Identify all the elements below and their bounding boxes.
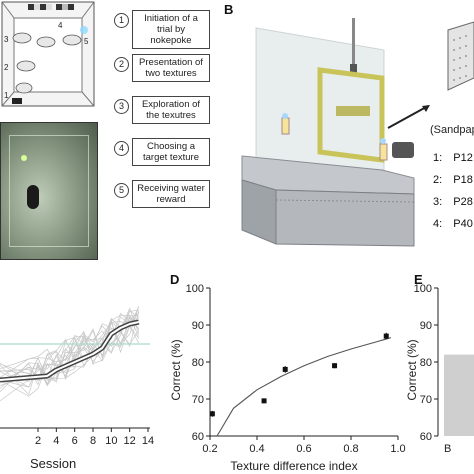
step-1: 1 Initiation of a trial by nokepoke: [114, 10, 210, 49]
individual-curve: [0, 316, 140, 379]
fit-curve: [216, 337, 392, 437]
sandpaper-item-1: 1: P12: [433, 152, 473, 164]
sandpaper-item-4: 4: P40: [433, 218, 473, 230]
step-number: 5: [114, 183, 129, 198]
step-number: 3: [114, 99, 129, 114]
x-tick-label: 0.2: [202, 443, 217, 455]
mean-curve: [0, 321, 140, 381]
texture-correct-chart: 60 70 80 90 100 0.2 0.4 0.6 0.8 1.0 Texture diffe…: [169, 283, 406, 473]
svg-text:1: 1: [4, 91, 9, 100]
x-tick-label: 4: [53, 435, 59, 447]
individual-curve: [0, 312, 139, 392]
mouse-icon: [27, 185, 39, 209]
svg-text:3: 3: [4, 35, 9, 44]
panel-letter-b: B: [224, 2, 234, 17]
x-tick-label: 6: [72, 435, 78, 447]
x-tick-label: 1.0: [390, 443, 405, 455]
x-tick-label: 10: [105, 435, 117, 447]
svg-text:4: 4: [58, 21, 63, 30]
y-axis-label: Correct (%): [169, 339, 183, 400]
step-3: 3 Exploration of the texutres: [114, 96, 210, 124]
individual-curve: [0, 306, 140, 397]
x-tick-label: 0.4: [249, 443, 264, 455]
item-number: 1:: [433, 152, 443, 164]
texture-pattern-icon: [28, 4, 74, 10]
maze-diagram: 3 4 5 2 1: [1, 1, 95, 107]
step-number: 2: [114, 57, 129, 72]
data-point: [261, 398, 267, 404]
y-tick-label: 90: [192, 320, 204, 332]
step-label: Receiving water reward: [132, 180, 210, 208]
apparatus-illustration: [241, 18, 430, 247]
item-text: P28: [453, 196, 473, 208]
item-number: 3:: [433, 196, 443, 208]
step-number: 4: [114, 141, 129, 156]
x-tick-label: 0.6: [296, 443, 311, 455]
y-tick-label: 100: [414, 283, 432, 295]
x-tick-label: 8: [90, 435, 96, 447]
y-tick-label: 100: [186, 283, 204, 295]
svg-text:2: 2: [4, 63, 9, 72]
step-label: Choosing a target texture: [132, 138, 210, 166]
step-label: Exploration of the texutres: [132, 96, 210, 124]
data-point: [332, 363, 338, 369]
y-axis-label: Correct (%): [405, 339, 419, 400]
x-tick-label: 0.8: [343, 443, 358, 455]
step-4: 4 Choosing a target texture: [114, 138, 210, 166]
x-tick-label: 2: [35, 435, 41, 447]
y-tick-label: 60: [420, 431, 432, 443]
step-label: Presentation of two textures: [132, 54, 210, 82]
mouse-icon: [12, 32, 82, 94]
item-text: P40: [453, 218, 473, 230]
step-5: 5 Receiving water reward: [114, 180, 210, 208]
x-tick-label: B: [444, 443, 451, 455]
x-axis-label: Texture difference index: [230, 459, 357, 473]
learning-curve-chart: 2 4 6 8 10 12 14: [0, 306, 154, 447]
y-tick-label: 80: [192, 357, 204, 369]
individual-curve: [0, 309, 139, 388]
y-tick-label: 60: [192, 431, 204, 443]
y-tick-label: 80: [420, 357, 432, 369]
data-point: [282, 366, 288, 372]
svg-text:5: 5: [84, 37, 89, 46]
item-text: P12: [453, 152, 473, 164]
item-number: 4:: [433, 218, 443, 230]
bar: [444, 354, 474, 436]
x-tick-label: 12: [124, 435, 136, 447]
x-tick-label: 14: [142, 435, 154, 447]
sandpaper-item-3: 3: P28: [433, 196, 473, 208]
item-number: 2:: [433, 174, 443, 186]
session-axis-label: Session: [30, 456, 77, 471]
step-number: 1: [114, 13, 129, 28]
step-2: 2 Presentation of two textures: [114, 54, 210, 82]
data-point: [209, 411, 215, 417]
y-tick-label: 70: [420, 394, 432, 406]
bar-chart-e: 60 70 80 90 100 B Correct (%): [405, 283, 474, 455]
panel-letter-e: E: [414, 272, 423, 287]
step-label: Initiation of a trial by nokepoke: [132, 10, 210, 49]
item-text: P18: [453, 174, 473, 186]
data-point: [383, 333, 389, 339]
sandpaper-stack: [447, 21, 474, 91]
panel-letter-d: D: [170, 272, 180, 287]
sandpaper-label: (Sandpap: [430, 124, 474, 136]
sandpaper-item-2: 2: P18: [433, 174, 473, 186]
y-tick-label: 70: [192, 394, 204, 406]
camera-photo: [0, 122, 98, 260]
y-tick-label: 90: [420, 320, 432, 332]
